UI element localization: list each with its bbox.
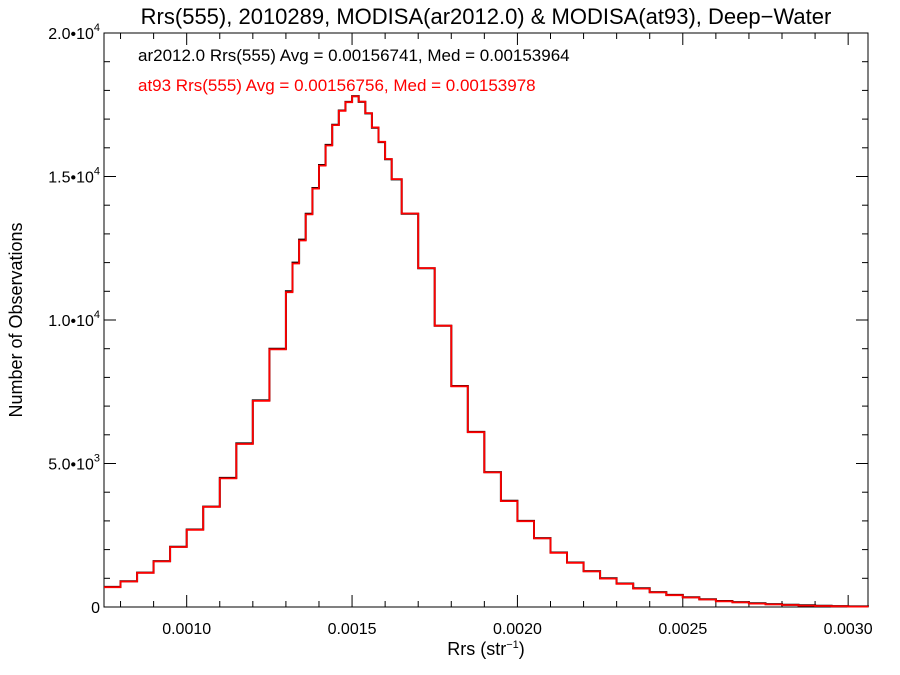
y-tick-label: 0 [91, 600, 100, 617]
y-tick-label-exponent: 3 [94, 453, 100, 465]
y-tick-label: 2.0•104 [48, 22, 100, 43]
x-tick-label: 0.0020 [493, 621, 542, 638]
y-tick-label: 1.0•104 [48, 309, 100, 330]
x-tick-label: 0.0015 [328, 621, 377, 638]
y-tick-label-exponent: 4 [94, 22, 100, 34]
y-tick-label-exponent: 4 [94, 166, 100, 178]
y-tick-label-text: 1.0•10 [48, 313, 94, 330]
y-tick-label-text: 2.0•10 [48, 26, 94, 43]
series-line-at93 [104, 95, 869, 608]
x-axis-ticks: 0.0010 0.0015 0.0020 0.0025 0.0030 [120, 33, 873, 638]
y-tick-label-text: 1.5•10 [48, 170, 94, 187]
series-layer [104, 95, 869, 608]
x-tick-label: 0.0010 [162, 621, 211, 638]
y-tick-label: 1.5•104 [48, 166, 100, 187]
y-tick-label-exponent: 4 [94, 309, 100, 321]
y-axis-label: Number of Observations [6, 222, 26, 417]
chart-title: Rrs(555), 2010289, MODISA(ar2012.0) & MO… [141, 4, 832, 29]
annotations: ar2012.0 Rrs(555) Avg = 0.00156741, Med … [138, 46, 570, 95]
x-tick-label: 0.0030 [824, 621, 873, 638]
series-line-ar2012 [104, 95, 869, 608]
annotation-at93: at93 Rrs(555) Avg = 0.00156756, Med = 0.… [138, 76, 536, 95]
x-axis-label-text: Rrs (str [447, 639, 506, 659]
y-tick-label-text: 0 [91, 600, 100, 617]
annotation-ar2012: ar2012.0 Rrs(555) Avg = 0.00156741, Med … [138, 46, 570, 65]
x-axis-label-end: ) [519, 639, 525, 659]
y-tick-label-text: 5.0•10 [48, 457, 94, 474]
y-tick-label: 5.0•103 [48, 453, 100, 474]
x-axis-label: Rrs (str−1) [447, 639, 525, 659]
plot-frame [103, 32, 869, 608]
x-tick-label: 0.0025 [658, 621, 707, 638]
x-axis-label-exponent: −1 [506, 639, 519, 651]
